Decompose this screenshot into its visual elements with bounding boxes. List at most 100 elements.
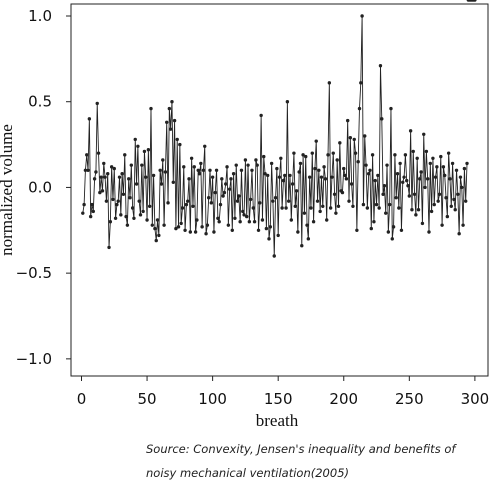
data-point: [246, 163, 250, 167]
data-point: [398, 161, 402, 166]
data-point: [359, 81, 363, 85]
data-point: [96, 151, 101, 155]
data-point: [264, 226, 269, 231]
data-point: [310, 151, 314, 155]
data-point: [162, 223, 166, 227]
data-point: [234, 163, 238, 167]
data-point: [305, 223, 309, 227]
data-point: [405, 178, 409, 183]
data-point: [298, 161, 303, 166]
data-point: [460, 185, 464, 190]
data-point: [445, 214, 450, 219]
data-point: [319, 175, 324, 179]
data-point: [138, 213, 143, 217]
data-point: [81, 211, 85, 215]
data-point: [454, 168, 459, 172]
data-point: [213, 190, 217, 195]
data-point: [184, 202, 189, 207]
data-point: [134, 182, 139, 186]
data-point: [331, 151, 335, 155]
data-point: [214, 168, 219, 172]
data-point: [186, 199, 190, 203]
data-point: [361, 202, 366, 207]
data-point: [242, 213, 246, 217]
data-point: [448, 177, 452, 181]
data-point: [412, 192, 417, 196]
data-point: [111, 197, 115, 202]
data-point: [356, 160, 360, 164]
data-point: [82, 202, 86, 207]
data-point: [373, 178, 377, 183]
data-point: [281, 178, 286, 183]
data-point: [423, 185, 427, 190]
data-point: [437, 192, 442, 196]
data-point: [220, 177, 224, 181]
x-axis-title: breath: [256, 411, 299, 430]
y-tick-label: 1.0: [28, 7, 52, 25]
data-point: [317, 168, 321, 172]
data-point: [243, 158, 248, 162]
data-point: [318, 209, 322, 214]
data-point: [435, 165, 439, 169]
data-point: [188, 230, 193, 234]
data-point: [419, 170, 423, 174]
data-point: [157, 233, 161, 238]
data-point: [304, 154, 308, 159]
data-point: [464, 199, 468, 203]
data-point: [273, 196, 278, 200]
data-point: [431, 156, 435, 160]
data-point: [245, 214, 249, 219]
data-point: [446, 151, 451, 155]
data-point: [230, 228, 234, 232]
data-point: [418, 177, 422, 181]
data-point: [130, 206, 135, 210]
data-point: [372, 220, 376, 224]
source-line-2: noisy mechanical ventilation(2005): [146, 466, 349, 480]
data-point: [314, 139, 318, 143]
data-point: [322, 165, 326, 169]
source-line-1: Source: Convexity, Jensen's inequality a…: [146, 442, 456, 456]
data-point: [453, 208, 457, 212]
data-point: [402, 175, 406, 179]
data-point: [335, 158, 339, 162]
data-point: [315, 199, 320, 203]
data-point: [323, 177, 328, 181]
series-line: [82, 15, 468, 257]
data-point: [378, 64, 383, 68]
data-point: [276, 233, 280, 238]
data-point: [327, 81, 332, 85]
data-point: [140, 163, 144, 167]
data-point: [153, 226, 157, 231]
data-point: [406, 184, 410, 188]
data-point: [136, 144, 140, 148]
data-point: [151, 173, 156, 178]
data-point: [163, 170, 168, 174]
data-point: [90, 202, 94, 207]
data-point: [450, 161, 455, 166]
data-point: [102, 161, 106, 166]
data-point: [369, 226, 373, 231]
data-point: [209, 201, 214, 205]
data-point: [395, 172, 400, 176]
data-point: [121, 192, 126, 196]
data-point: [197, 172, 202, 176]
data-point: [465, 161, 469, 166]
data-point: [170, 100, 174, 104]
data-point: [149, 106, 153, 111]
data-point: [391, 225, 396, 229]
data-point: [349, 182, 354, 186]
data-point: [154, 238, 158, 243]
data-point: [345, 118, 350, 123]
data-point: [382, 184, 387, 188]
data-point: [425, 177, 430, 181]
data-point: [269, 161, 274, 166]
data-point: [218, 202, 223, 207]
data-point: [432, 202, 436, 207]
data-point: [334, 211, 338, 215]
data-point: [424, 149, 429, 154]
x-tick-label: 50: [138, 390, 157, 408]
data-point: [241, 209, 245, 214]
x-tick-label: 200: [329, 390, 358, 408]
data-point: [179, 221, 183, 226]
data-point: [433, 175, 438, 179]
